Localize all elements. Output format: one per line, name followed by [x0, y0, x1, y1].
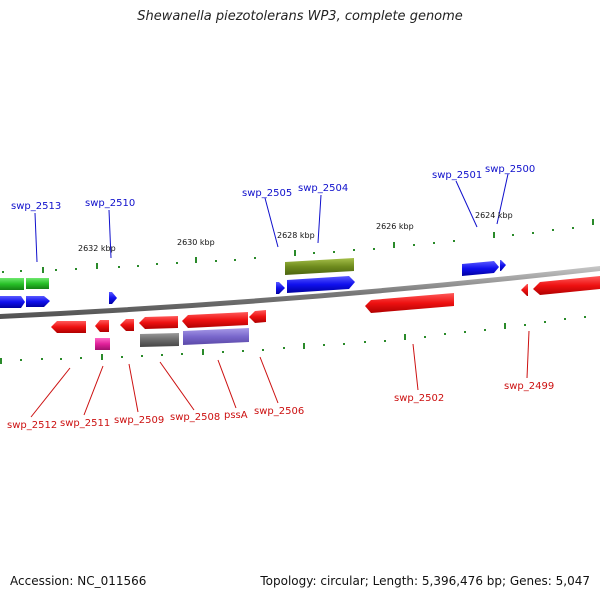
minus-gene-labels: swp_2512 swp_2511 swp_2509 swp_2508 pssA… — [7, 381, 554, 431]
gene-gray — [140, 333, 179, 347]
gene-label: swp_2513 — [11, 201, 61, 212]
gene-label: swp_2510 — [85, 198, 135, 209]
gene-swp-2508 — [139, 316, 178, 329]
gene-swp-2499 — [533, 276, 600, 295]
plus-strand-genes — [0, 258, 506, 308]
scale-label: 2626 kbp — [376, 222, 414, 231]
gene-label: swp_2511 — [60, 418, 110, 429]
gene-swp-2500 — [500, 260, 506, 271]
gene-swp-2509 — [120, 319, 134, 331]
gene-swp-2512 — [51, 321, 86, 333]
gene-label: swp_2501 — [432, 170, 482, 181]
gene-label: swp_2499 — [504, 381, 554, 392]
upper-tick-track — [2, 219, 594, 273]
gene-olive — [285, 258, 354, 275]
gene-swp-2499-small — [521, 284, 528, 296]
minus-leader-lines — [30, 330, 530, 418]
gene-swp-2505 — [276, 282, 285, 294]
map-title: Shewanella piezotolerans WP3, complete g… — [137, 9, 463, 24]
gene-purple — [183, 328, 249, 345]
scale-label: 2630 kbp — [177, 238, 215, 247]
gene-swp-2504 — [287, 276, 355, 293]
gene-label: swp_2500 — [485, 164, 535, 175]
plus-gene-labels: swp_2513 swp_2510 swp_2505 swp_2504 swp_… — [11, 164, 535, 212]
scale-label: 2632 kbp — [78, 244, 116, 253]
scale-label: 2624 kbp — [475, 211, 513, 220]
gene-label: swp_2508 — [170, 412, 220, 423]
gene-label: swp_2505 — [242, 188, 292, 199]
gene-green-upper — [0, 278, 24, 290]
gene-pink — [95, 338, 110, 350]
gene-swp-2501 — [462, 261, 499, 276]
genome-backbone — [0, 266, 600, 319]
gene-label: swp_2509 — [114, 415, 164, 426]
gene-blue-left-1 — [0, 296, 25, 308]
gene-swp-2502 — [365, 293, 454, 313]
gene-label: swp_2506 — [254, 406, 304, 417]
plus-leader-lines — [34, 173, 509, 263]
gene-label: swp_2504 — [298, 183, 348, 194]
scale-labels: 2632 kbp 2630 kbp 2628 kbp 2626 kbp 2624… — [78, 211, 513, 253]
lower-tick-track — [0, 316, 586, 364]
genome-summary-text: Topology: circular; Length: 5,396,476 bp… — [260, 574, 590, 588]
gene-green-upper-2 — [26, 278, 49, 289]
gene-label: swp_2502 — [394, 393, 444, 404]
accession-text: Accession: NC_011566 — [10, 574, 147, 588]
gene-swp-2511 — [95, 320, 109, 332]
gene-blue-left-2 — [26, 296, 50, 307]
gene-swp-2506 — [249, 310, 266, 323]
gene-swp-2510 — [109, 292, 117, 304]
gene-label: pssA — [224, 410, 248, 421]
scale-label: 2628 kbp — [277, 231, 315, 240]
gene-label: swp_2512 — [7, 420, 57, 431]
minus-strand-genes — [51, 276, 600, 350]
gene-pssA — [182, 312, 248, 328]
